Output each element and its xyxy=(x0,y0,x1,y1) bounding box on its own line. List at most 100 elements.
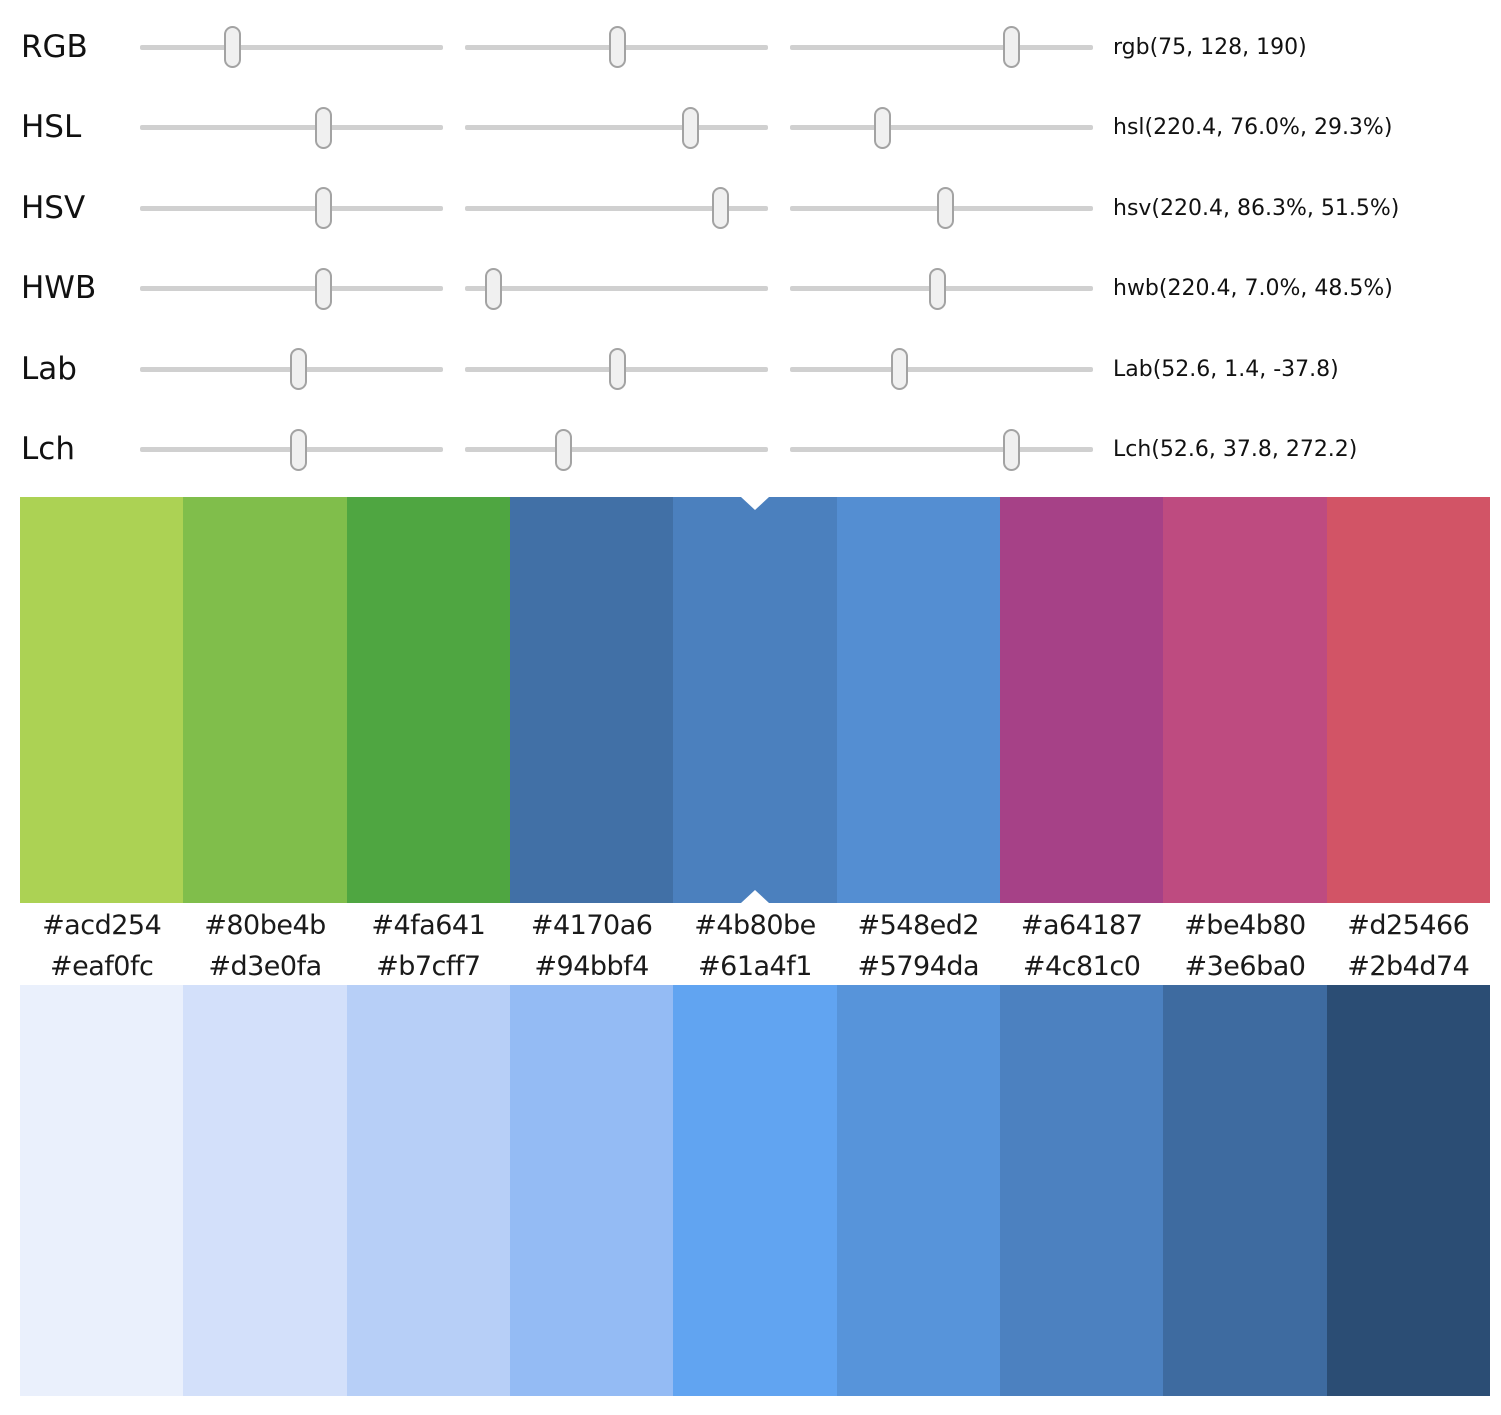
row-label-hsl: HSL xyxy=(21,109,82,146)
slider-lch-l[interactable] xyxy=(140,427,443,473)
hue-hex-label-1: #80be4b xyxy=(204,910,326,941)
slider-thumb[interactable] xyxy=(1003,428,1021,471)
slider-thumb[interactable] xyxy=(315,106,333,149)
slider-rgb-b[interactable] xyxy=(790,24,1093,70)
slider-row-hsv: HSV hsv(220.4, 86.3%, 51.5%) xyxy=(0,168,1501,249)
slider-track[interactable] xyxy=(140,286,443,292)
slider-hsl-s[interactable] xyxy=(465,105,768,151)
hue-hex-label-row: #acd254 #80be4b #4fa641 #4170a6 #4b80be … xyxy=(20,903,1490,948)
row-label-lab: Lab xyxy=(21,350,77,387)
hue-swatch-5[interactable] xyxy=(836,497,1000,903)
slider-track[interactable] xyxy=(790,44,1093,50)
slider-thumb[interactable] xyxy=(1003,26,1021,69)
hue-swatch-4-selected[interactable] xyxy=(673,497,837,903)
slider-track[interactable] xyxy=(465,286,768,292)
lightness-swatch-3[interactable] xyxy=(509,985,674,1396)
hue-hex-label-0: #acd254 xyxy=(42,910,162,941)
slider-track[interactable] xyxy=(790,125,1093,131)
lightness-swatch-6[interactable] xyxy=(999,985,1164,1396)
lightness-swatch-4[interactable] xyxy=(673,985,837,1396)
hue-swatch-0[interactable] xyxy=(20,497,184,903)
slider-hsv-v[interactable] xyxy=(790,185,1093,231)
slider-thumb[interactable] xyxy=(315,267,333,310)
slider-hsl-l[interactable] xyxy=(790,105,1093,151)
lightness-hex-label-2: #b7cff7 xyxy=(376,951,481,982)
slider-thumb[interactable] xyxy=(928,267,946,310)
hue-hex-label-4: #4b80be xyxy=(694,910,816,941)
hue-swatch-1[interactable] xyxy=(183,497,347,903)
slider-lch-c[interactable] xyxy=(465,427,768,473)
slider-thumb[interactable] xyxy=(937,187,955,230)
lightness-swatch-0[interactable] xyxy=(20,985,184,1396)
slider-track[interactable] xyxy=(465,125,768,131)
lightness-swatch-8[interactable] xyxy=(1326,985,1490,1396)
slider-thumb[interactable] xyxy=(711,187,729,230)
slider-hwb-w[interactable] xyxy=(465,266,768,312)
slider-thumb[interactable] xyxy=(608,26,626,69)
slider-row-lab: Lab Lab(52.6, 1.4, -37.8) xyxy=(0,329,1501,410)
lightness-swatch-5[interactable] xyxy=(836,985,1000,1396)
value-lab: Lab(52.6, 1.4, -37.8) xyxy=(1113,356,1339,382)
slider-row-lch: Lch Lch(52.6, 37.8, 272.2) xyxy=(0,410,1501,491)
hue-hex-label-6: #a64187 xyxy=(1020,910,1143,941)
slider-hsv-h[interactable] xyxy=(140,185,443,231)
slider-thumb[interactable] xyxy=(890,348,908,391)
slider-lch-h[interactable] xyxy=(790,427,1093,473)
slider-row-hsl: HSL hsl(220.4, 76.0%, 29.3%) xyxy=(0,88,1501,169)
lightness-swatch-7[interactable] xyxy=(1163,985,1327,1396)
hue-hex-label-5: #548ed2 xyxy=(857,910,980,941)
hue-swatch-3[interactable] xyxy=(509,497,674,903)
value-rgb: rgb(75, 128, 190) xyxy=(1113,34,1307,60)
slider-track[interactable] xyxy=(140,44,443,50)
slider-track[interactable] xyxy=(790,447,1093,453)
slider-hwb-h[interactable] xyxy=(140,266,443,312)
slider-thumb[interactable] xyxy=(315,187,333,230)
lightness-hex-label-7: #3e6ba0 xyxy=(1184,951,1306,982)
hue-hex-label-3: #4170a6 xyxy=(530,910,653,941)
color-slider-section: RGB rgb(75, 128, 190) HSL xyxy=(0,0,1501,497)
value-lch: Lch(52.6, 37.8, 272.2) xyxy=(1113,437,1358,463)
lightness-hex-label-5: #5794da xyxy=(857,951,980,982)
slider-thumb[interactable] xyxy=(682,106,700,149)
slider-track[interactable] xyxy=(790,366,1093,372)
row-label-hwb: HWB xyxy=(21,270,97,307)
row-label-lch: Lch xyxy=(21,431,75,468)
slider-hsl-h[interactable] xyxy=(140,105,443,151)
value-hwb: hwb(220.4, 7.0%, 48.5%) xyxy=(1113,276,1393,302)
lightness-swatch-1[interactable] xyxy=(183,985,347,1396)
value-hsl: hsl(220.4, 76.0%, 29.3%) xyxy=(1113,115,1393,141)
slider-hwb-b[interactable] xyxy=(790,266,1093,312)
lightness-hex-label-row: #eaf0fc #d3e0fa #b7cff7 #94bbf4 #61a4f1 … xyxy=(20,948,1490,985)
slider-rgb-r[interactable] xyxy=(140,24,443,70)
slider-thumb[interactable] xyxy=(609,348,627,391)
slider-track[interactable] xyxy=(140,205,443,211)
slider-thumb[interactable] xyxy=(224,26,242,69)
lightness-hex-label-6: #4c81c0 xyxy=(1022,951,1141,982)
row-label-rgb: RGB xyxy=(21,28,88,65)
lightness-swatch-2[interactable] xyxy=(346,985,510,1396)
row-label-hsv: HSV xyxy=(21,189,86,226)
slider-thumb[interactable] xyxy=(873,106,891,149)
slider-track[interactable] xyxy=(140,125,443,131)
slider-track[interactable] xyxy=(465,447,768,453)
hue-swatch-7[interactable] xyxy=(1163,497,1327,903)
lightness-hex-label-0: #eaf0fc xyxy=(50,951,154,982)
slider-thumb[interactable] xyxy=(290,428,308,471)
selected-color-marker-bottom-icon xyxy=(741,890,769,903)
slider-lab-b[interactable] xyxy=(790,346,1093,392)
slider-lab-a[interactable] xyxy=(465,346,768,392)
hue-hex-label-8: #d25466 xyxy=(1347,910,1470,941)
lightness-hex-label-3: #94bbf4 xyxy=(534,951,649,982)
selected-color-marker-top-icon xyxy=(741,497,769,510)
hue-swatch-8[interactable] xyxy=(1326,497,1490,903)
slider-lab-l[interactable] xyxy=(140,346,443,392)
slider-rgb-g[interactable] xyxy=(465,24,768,70)
slider-thumb[interactable] xyxy=(290,348,308,391)
slider-thumb[interactable] xyxy=(485,267,503,310)
slider-hsv-s[interactable] xyxy=(465,185,768,231)
slider-thumb[interactable] xyxy=(555,428,573,471)
slider-track[interactable] xyxy=(465,205,768,211)
hue-swatch-6[interactable] xyxy=(999,497,1164,903)
hue-swatch-2[interactable] xyxy=(346,497,510,903)
lightness-hex-label-4: #61a4f1 xyxy=(698,951,812,982)
